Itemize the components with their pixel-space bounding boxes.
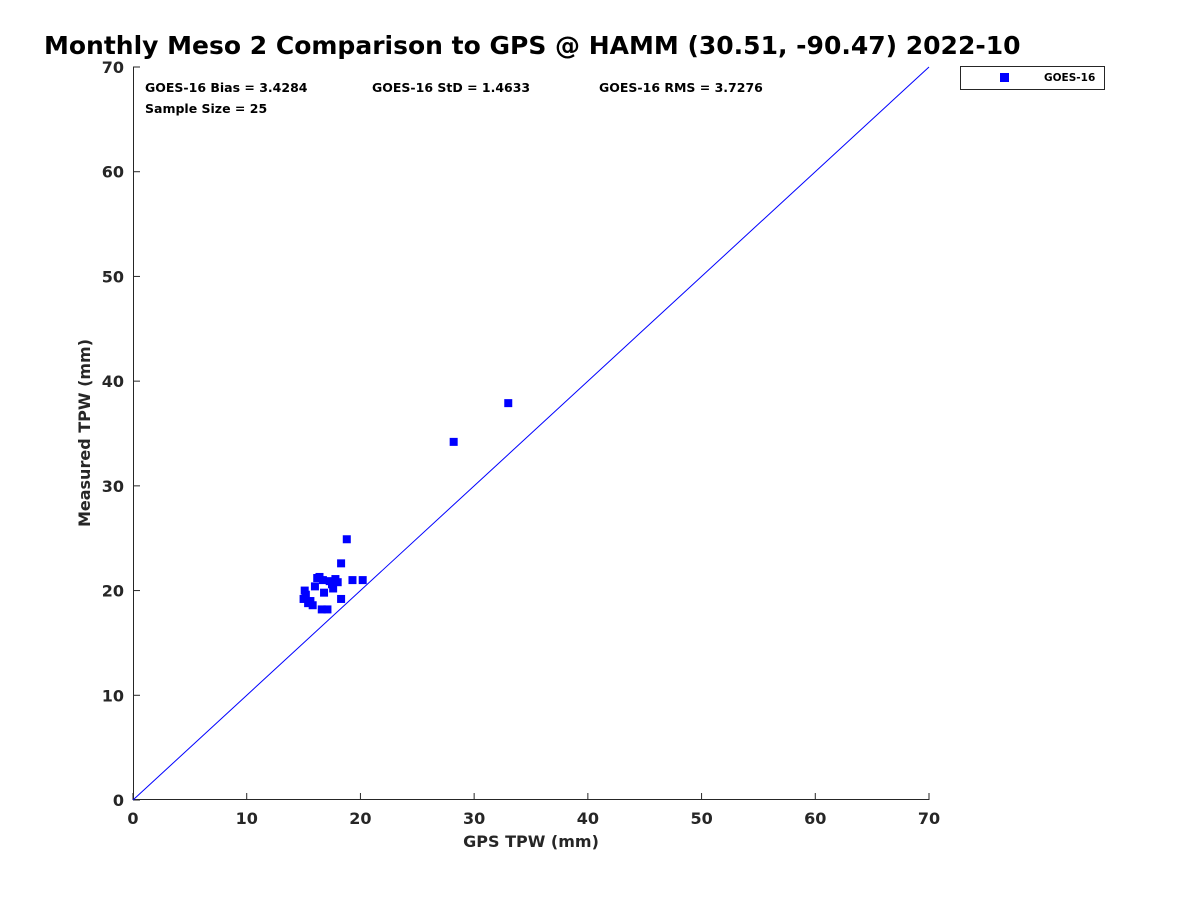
data-point — [504, 399, 513, 408]
data-point — [348, 576, 357, 585]
chart-title: Monthly Meso 2 Comparison to GPS @ HAMM … — [44, 31, 1021, 60]
data-point — [299, 594, 308, 603]
plot-area: 0 10 20 30 40 50 60 70 0 10 20 30 40 50 60 70 — [102, 58, 940, 828]
data-point — [337, 559, 346, 568]
data-point — [308, 601, 317, 610]
data-point — [320, 588, 329, 597]
legend-marker — [1000, 73, 1009, 82]
x-tick-label: 60 — [804, 809, 826, 828]
legend-box — [960, 66, 1105, 90]
data-point — [318, 576, 327, 585]
y-tick-label: 40 — [102, 372, 124, 391]
sample-size-stat: Sample Size = 25 — [145, 101, 267, 116]
x-ticks: 0 10 20 30 40 50 60 70 — [127, 793, 940, 828]
legend: GOES-16 — [960, 66, 1105, 90]
data-point — [325, 577, 334, 586]
x-tick-label: 0 — [127, 809, 138, 828]
y-tick-label: 50 — [102, 267, 124, 286]
data-point — [317, 605, 326, 614]
rms-stat: GOES-16 RMS = 3.7276 — [599, 80, 763, 95]
reference-line — [132, 66, 930, 801]
data-point — [310, 582, 319, 591]
data-point — [301, 590, 310, 599]
x-tick-label: 20 — [349, 809, 371, 828]
y-axis-label: Measured TPW (mm) — [75, 339, 94, 527]
bias-stat: GOES-16 Bias = 3.4284 — [145, 80, 308, 95]
x-tick-label: 50 — [690, 809, 712, 828]
data-point — [333, 578, 342, 587]
y-tick-label: 30 — [102, 477, 124, 496]
data-point — [342, 535, 351, 544]
x-tick-label: 10 — [236, 809, 258, 828]
data-point — [323, 605, 332, 614]
x-tick-label: 30 — [463, 809, 485, 828]
data-point — [300, 586, 309, 595]
x-tick-label: 40 — [577, 809, 599, 828]
data-points — [299, 399, 513, 614]
data-point — [449, 437, 458, 446]
data-point — [337, 594, 346, 603]
data-point — [313, 574, 322, 583]
y-tick-label: 10 — [102, 686, 124, 705]
y-tick-label: 0 — [113, 791, 124, 810]
data-point — [358, 576, 367, 585]
data-point — [329, 584, 338, 593]
x-axis-label: GPS TPW (mm) — [463, 832, 599, 851]
y-tick-label: 70 — [102, 58, 124, 77]
x-tick-label: 70 — [918, 809, 940, 828]
y-tick-label: 20 — [102, 582, 124, 601]
y-ticks: 0 10 20 30 40 50 60 70 — [102, 58, 140, 810]
y-tick-label: 60 — [102, 163, 124, 182]
std-stat: GOES-16 StD = 1.4633 — [372, 80, 530, 95]
legend-label: GOES-16 — [1044, 72, 1095, 84]
data-point — [306, 597, 315, 606]
